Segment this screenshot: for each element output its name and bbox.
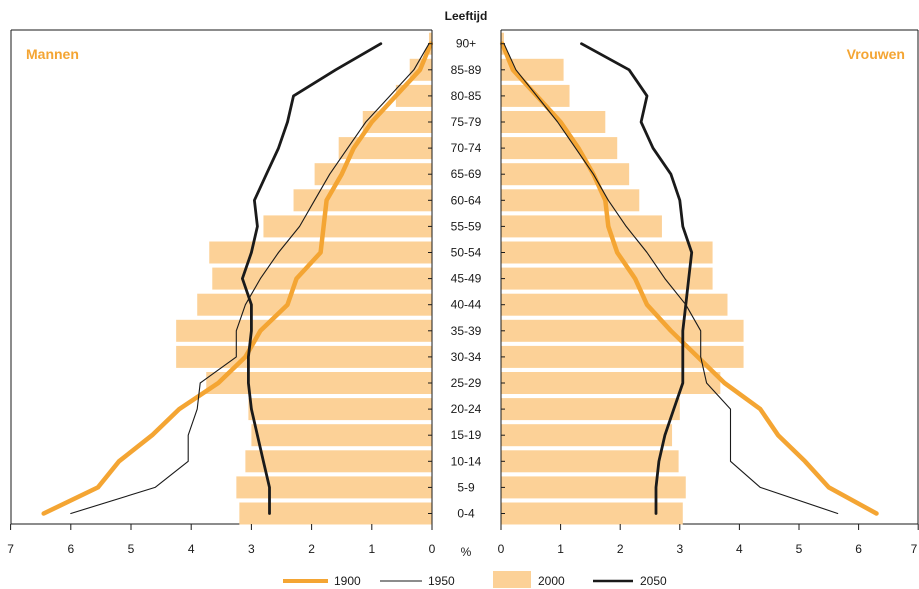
bar-men-2000-5-9 <box>236 476 432 499</box>
bar-men-2000-80-85 <box>395 84 432 107</box>
age-axis-title: Leeftijd <box>445 9 488 23</box>
legend-label-1950: 1950 <box>428 574 455 588</box>
men-x-tick-label-2: 2 <box>308 542 315 556</box>
bar-men-2000-40-44 <box>197 293 432 316</box>
axes: 0 0 1 1 2 2 3 3 4 4 5 5 6 6 7 7 <box>7 30 919 556</box>
age-label-5-9: 5-9 <box>457 480 475 494</box>
men-x-tick-label-3: 3 <box>248 542 255 556</box>
men-x-tick-label-7: 7 <box>7 542 14 556</box>
age-label-45-49: 45-49 <box>451 272 482 286</box>
bar-women-2000-15-19 <box>501 424 673 447</box>
men-x-tick-label-5: 5 <box>128 542 135 556</box>
age-label-70-74: 70-74 <box>451 141 482 155</box>
women-x-tick-label-2: 2 <box>617 542 624 556</box>
bar-men-2000-0-4 <box>239 502 432 525</box>
women-x-tick-label-1: 1 <box>557 542 564 556</box>
bar-men-2000-65-69 <box>314 163 432 186</box>
bar-women-2000-75-79 <box>501 111 606 133</box>
bar-men-2000-70-74 <box>338 137 432 160</box>
age-label-15-19: 15-19 <box>451 428 482 442</box>
bar-women-2000-25-29 <box>501 372 721 394</box>
bar-women-2000-60-64 <box>501 189 640 212</box>
age-label-30-34: 30-34 <box>451 350 482 364</box>
age-labels: 0-4 5-9 10-14 15-19 20-24 25-29 30-34 35-39 40-4… <box>451 37 482 521</box>
women-x-tick-label-7: 7 <box>911 542 918 556</box>
age-label-55-59: 55-59 <box>451 219 482 233</box>
bar-women-2000-5-9 <box>501 476 686 499</box>
line-men-2050 <box>240 42 383 515</box>
bar-men-2000-35-39 <box>176 319 432 342</box>
legend-label-2000: 2000 <box>538 574 565 588</box>
bar-women-2000-45-49 <box>501 267 713 290</box>
bar-women-2000-0-4 <box>501 502 683 525</box>
women-x-tick-label-3: 3 <box>676 542 683 556</box>
men-x-tick-label-0: 0 <box>429 542 436 556</box>
age-label-80-85: 80-85 <box>451 89 482 103</box>
x-unit-label: % <box>461 545 472 559</box>
age-label-65-69: 65-69 <box>451 167 482 181</box>
bar-women-2000-65-69 <box>501 163 630 186</box>
age-label-90+: 90+ <box>456 37 476 51</box>
bar-women-2000-70-74 <box>501 137 618 160</box>
men-x-tick-label-4: 4 <box>188 542 195 556</box>
age-label-60-64: 60-64 <box>451 193 482 207</box>
age-label-20-24: 20-24 <box>451 402 482 416</box>
age-label-50-54: 50-54 <box>451 246 482 260</box>
bar-men-2000-30-34 <box>176 345 432 368</box>
age-label-75-79: 75-79 <box>451 115 482 129</box>
men-x-tick-label-1: 1 <box>368 542 375 556</box>
bar-women-2000-35-39 <box>501 319 744 342</box>
women-x-tick-label-5: 5 <box>796 542 803 556</box>
bar-men-2000-55-59 <box>263 215 432 238</box>
line-women-2050 <box>580 42 694 515</box>
age-label-35-39: 35-39 <box>451 324 482 338</box>
age-label-10-14: 10-14 <box>451 454 482 468</box>
legend-label-2050: 2050 <box>640 574 667 588</box>
series-lines <box>41 41 879 516</box>
line-women-1950 <box>503 43 839 515</box>
bar-men-2000-25-29 <box>206 372 432 394</box>
bar-women-2000-50-54 <box>501 241 713 264</box>
bar-women-2000-40-44 <box>501 293 728 316</box>
bar-women-2000-10-14 <box>501 450 679 473</box>
women-x-tick-label-0: 0 <box>498 542 505 556</box>
line-women-1900 <box>499 41 879 516</box>
age-label-85-89: 85-89 <box>451 63 482 77</box>
women-side-label: Vrouwen <box>847 46 905 62</box>
bar-men-2000-20-24 <box>248 398 432 421</box>
women-x-tick-label-4: 4 <box>736 542 743 556</box>
bar-men-2000-10-14 <box>245 450 432 473</box>
bar-women-2000-55-59 <box>501 215 662 238</box>
line-men-1900 <box>41 41 434 516</box>
age-label-0-4: 0-4 <box>457 507 475 521</box>
women-x-tick-label-6: 6 <box>855 542 862 556</box>
bar-men-2000-75-79 <box>362 111 432 133</box>
age-label-25-29: 25-29 <box>451 376 482 390</box>
men-side-label: Mannen <box>26 46 79 62</box>
legend: 1900 1950 2000 2050 <box>283 571 667 588</box>
line-men-1950 <box>70 43 430 515</box>
bar-women-2000-20-24 <box>501 398 680 421</box>
bar-men-2000-45-49 <box>212 267 432 290</box>
men-x-tick-label-6: 6 <box>67 542 74 556</box>
bar-men-2000-15-19 <box>251 424 432 447</box>
legend-label-1900: 1900 <box>334 574 361 588</box>
age-label-40-44: 40-44 <box>451 298 482 312</box>
legend-swatch-2000 <box>493 571 531 588</box>
